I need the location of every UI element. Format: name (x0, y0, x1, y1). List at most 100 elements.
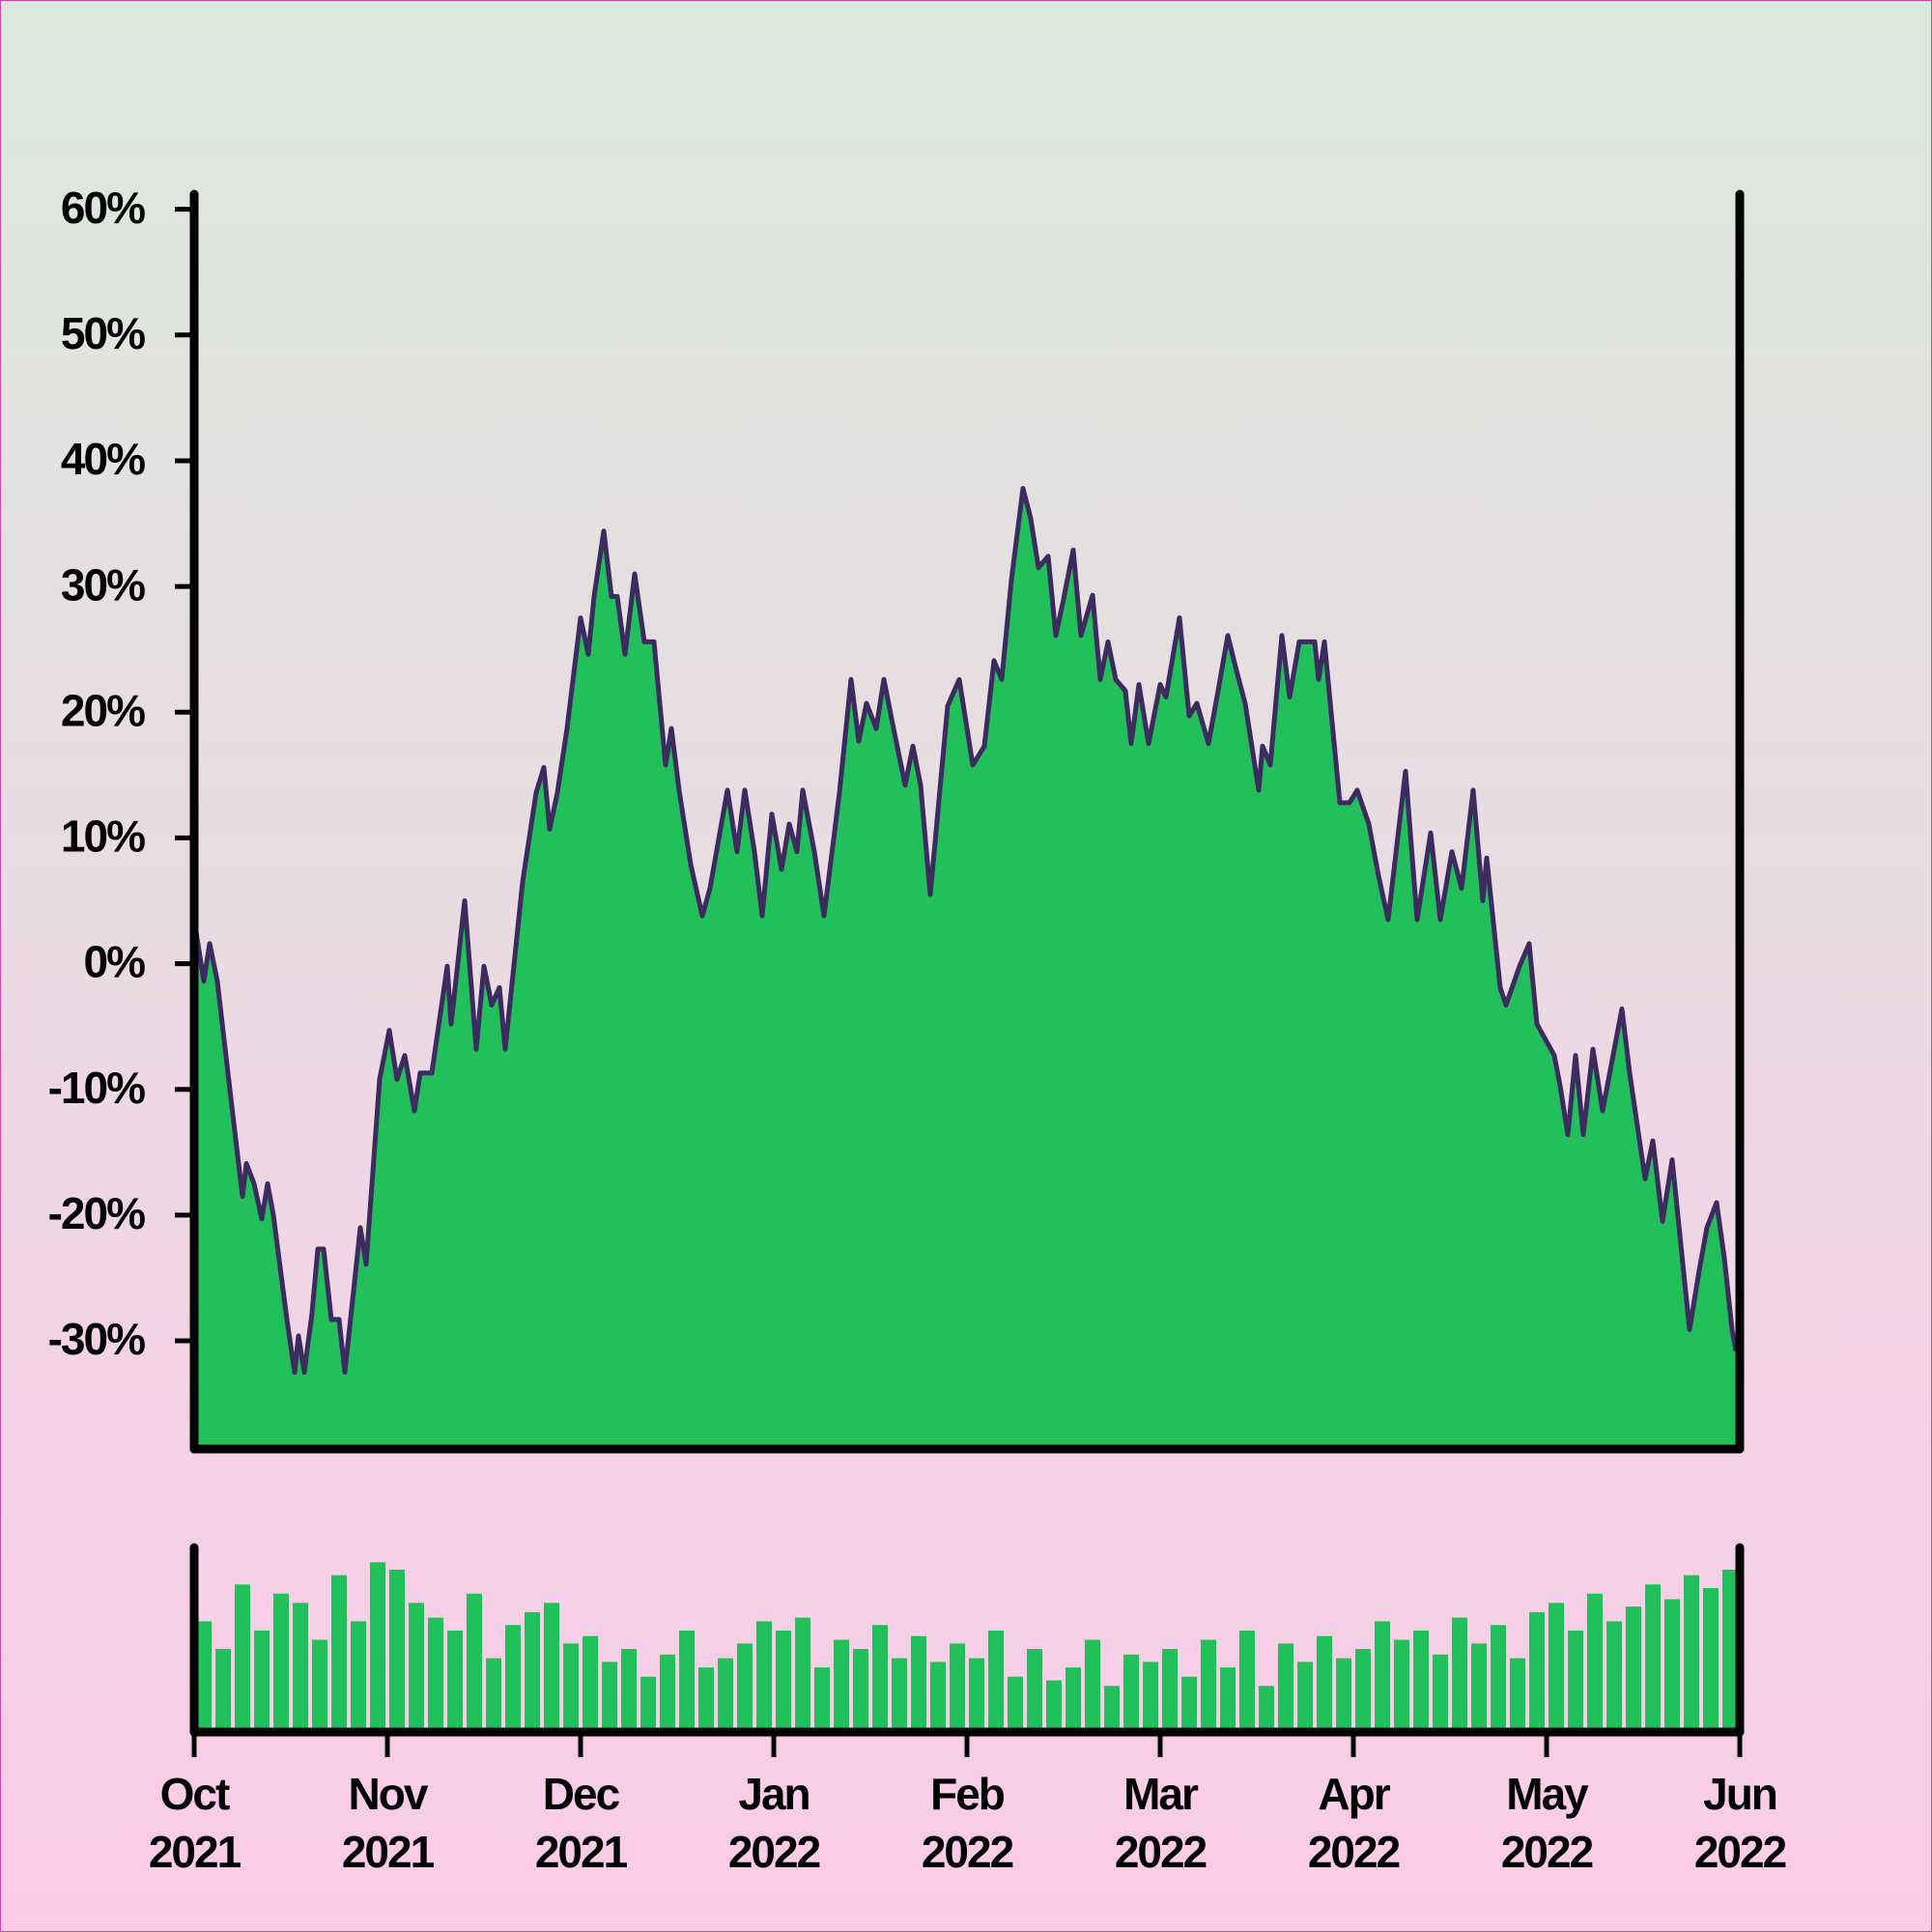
volume-bar (679, 1630, 695, 1732)
volume-bar (409, 1603, 424, 1732)
volume-bar (1548, 1603, 1564, 1732)
volume-bar (1684, 1575, 1699, 1732)
volume-bar (1123, 1654, 1139, 1732)
volume-bar (370, 1562, 385, 1732)
volume-bar (1239, 1630, 1255, 1732)
volume-bar (1297, 1662, 1313, 1732)
volume-bar (1433, 1654, 1448, 1732)
volume-bar (756, 1621, 772, 1732)
volume-bar (1104, 1686, 1120, 1732)
volume-bar (1143, 1662, 1158, 1732)
volume-bar (525, 1611, 540, 1732)
x-tick-label: Feb 2022 (921, 1769, 1014, 1877)
volume-bar (563, 1643, 579, 1732)
volume-bar (1065, 1667, 1081, 1732)
volume-bar (621, 1649, 637, 1732)
volume-bar (1162, 1649, 1178, 1732)
volume-bar (331, 1575, 347, 1732)
y-tick-label: -20% (48, 1188, 145, 1238)
volume-bar (1220, 1667, 1236, 1732)
y-tick-label: 30% (61, 559, 145, 610)
x-tick-label: May 2022 (1500, 1769, 1594, 1877)
volume-bar (853, 1649, 868, 1732)
x-tick-label: Mar 2022 (1114, 1769, 1208, 1877)
volume-bar (1606, 1621, 1622, 1732)
volume-bar (930, 1662, 946, 1732)
volume-bar (1413, 1630, 1429, 1732)
volume-bar (660, 1654, 675, 1732)
volume-bar (737, 1643, 753, 1732)
volume-bar (1394, 1639, 1409, 1732)
volume-bar (1529, 1611, 1545, 1732)
y-tick-label: 20% (61, 685, 145, 735)
volume-bar (1201, 1639, 1216, 1732)
x-tick-label: Dec 2021 (534, 1769, 628, 1877)
volume-bar (428, 1617, 443, 1732)
volume-bar (892, 1658, 907, 1732)
volume-bar (582, 1635, 598, 1732)
volume-bar (969, 1658, 984, 1732)
volume-bar (1317, 1635, 1332, 1732)
volume-bar (1703, 1588, 1719, 1732)
volume-bar (505, 1625, 521, 1732)
volume-bar (1259, 1686, 1274, 1732)
volume-bar (911, 1635, 926, 1732)
volume-bar (389, 1569, 405, 1732)
volume-bar (814, 1667, 830, 1732)
volume-bar (988, 1630, 1004, 1732)
y-tick-label: 60% (61, 183, 145, 233)
volume-bar (215, 1649, 231, 1732)
volume-bar (795, 1617, 810, 1732)
volume-bar (872, 1625, 888, 1732)
x-tick-label: Oct 2021 (148, 1769, 242, 1877)
volume-bar (698, 1667, 714, 1732)
volume-bar (1375, 1621, 1390, 1732)
volume-bar (640, 1676, 656, 1732)
volume-bar (1510, 1658, 1525, 1732)
volume-bar (486, 1658, 501, 1732)
x-tick-label: Jan 2022 (727, 1769, 821, 1877)
volume-bar (235, 1584, 250, 1732)
y-tick-label: 40% (61, 434, 145, 484)
volume-bar (1452, 1617, 1467, 1732)
volume-bar (834, 1639, 849, 1732)
area-fill (194, 488, 1736, 1450)
volume-bar (1645, 1584, 1661, 1732)
x-tick-label: Nov 2021 (341, 1769, 435, 1877)
x-tick-label: Jun 2022 (1693, 1769, 1787, 1877)
volume-bar (1046, 1680, 1062, 1732)
volume-bar (1664, 1599, 1680, 1732)
volume-bar (312, 1639, 327, 1732)
volume-bar (544, 1603, 559, 1732)
y-tick-label: 0% (84, 937, 146, 987)
volume-bar (1181, 1676, 1197, 1732)
volume-bar (1491, 1625, 1506, 1732)
volume-bar (718, 1658, 733, 1732)
volume-bar (1355, 1649, 1371, 1732)
volume-bar (1568, 1630, 1583, 1732)
volume-bar (196, 1621, 212, 1732)
volume-bar (1027, 1649, 1042, 1732)
area-line (191, 486, 1739, 1376)
x-tick-label: Apr 2022 (1307, 1769, 1401, 1877)
y-tick-label: -30% (48, 1314, 145, 1364)
volume-bar (447, 1630, 463, 1732)
volume-bar (1587, 1593, 1603, 1732)
volume-bar (293, 1603, 308, 1732)
volume-bar (1085, 1639, 1100, 1732)
volume-bar (776, 1630, 791, 1732)
volume-bar (351, 1621, 366, 1732)
y-tick-label: 10% (61, 811, 145, 862)
y-tick-label: -10% (48, 1063, 145, 1113)
volume-bar (602, 1662, 617, 1732)
volume-bar (1722, 1569, 1738, 1732)
volume-bar (1471, 1643, 1487, 1732)
y-tick-label: 50% (61, 308, 145, 358)
volume-bar (1336, 1658, 1351, 1732)
volume-bar (273, 1593, 289, 1732)
volume-bar (254, 1630, 270, 1732)
volume-bar (1626, 1606, 1641, 1732)
volume-bar (1008, 1676, 1023, 1732)
